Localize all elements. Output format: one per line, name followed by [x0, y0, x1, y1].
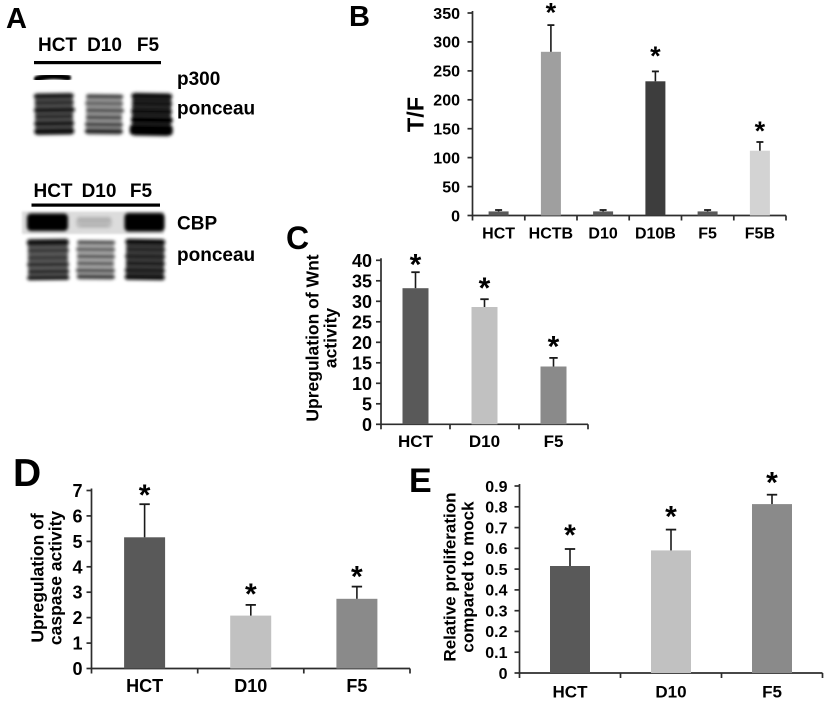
- svg-text:0.4: 0.4: [485, 583, 507, 600]
- svg-text:HCT: HCT: [126, 676, 163, 696]
- svg-text:B: B: [349, 1, 370, 33]
- svg-text:HCT: HCT: [38, 35, 77, 56]
- svg-text:F5: F5: [137, 35, 160, 56]
- svg-text:*: *: [479, 272, 491, 305]
- svg-text:F5: F5: [698, 226, 717, 243]
- svg-text:6: 6: [72, 506, 82, 526]
- svg-text:35: 35: [352, 271, 372, 291]
- svg-text:ponceau: ponceau: [177, 245, 255, 266]
- svg-text:*: *: [139, 479, 151, 512]
- svg-text:25: 25: [352, 312, 372, 332]
- svg-text:D10: D10: [82, 181, 117, 202]
- svg-text:20: 20: [352, 333, 372, 353]
- svg-text:*: *: [410, 249, 422, 282]
- svg-text:D10: D10: [234, 676, 267, 696]
- svg-text:0.2: 0.2: [485, 624, 507, 641]
- svg-text:F5: F5: [130, 181, 153, 202]
- svg-text:5: 5: [72, 532, 82, 552]
- svg-text:*: *: [351, 561, 363, 594]
- svg-text:300: 300: [433, 35, 460, 52]
- svg-text:30: 30: [352, 292, 372, 312]
- svg-text:F5: F5: [762, 683, 782, 701]
- svg-text:*: *: [548, 330, 560, 363]
- svg-text:D: D: [13, 452, 41, 495]
- svg-text:HCT: HCT: [553, 683, 589, 701]
- svg-text:HCT: HCT: [398, 432, 434, 451]
- svg-text:0.3: 0.3: [485, 603, 507, 620]
- svg-text:C: C: [286, 220, 309, 256]
- svg-text:D10: D10: [469, 432, 500, 451]
- svg-text:*: *: [766, 467, 778, 500]
- svg-text:F5: F5: [346, 676, 367, 696]
- svg-text:15: 15: [352, 353, 372, 373]
- svg-text:2: 2: [72, 608, 82, 628]
- svg-text:50: 50: [442, 179, 460, 196]
- svg-text:0.7: 0.7: [485, 520, 507, 537]
- svg-text:7: 7: [72, 481, 82, 501]
- svg-text:F5: F5: [544, 432, 564, 451]
- svg-text:0: 0: [362, 415, 372, 435]
- svg-text:ponceau: ponceau: [177, 99, 255, 120]
- svg-text:*: *: [564, 519, 576, 552]
- svg-text:Upregulation of Wnt: Upregulation of Wnt: [303, 254, 323, 421]
- svg-text:0: 0: [499, 666, 508, 683]
- svg-text:250: 250: [433, 64, 460, 81]
- svg-text:150: 150: [433, 122, 460, 139]
- svg-text:D10: D10: [655, 683, 686, 701]
- svg-text:Relative proliferation: Relative proliferation: [441, 492, 460, 661]
- svg-text:HCTB: HCTB: [529, 226, 573, 243]
- svg-text:*: *: [755, 116, 766, 146]
- svg-text:Upregulation of: Upregulation of: [28, 513, 48, 642]
- svg-text:compared to mock: compared to mock: [459, 501, 478, 653]
- svg-text:D10B: D10B: [635, 226, 676, 243]
- svg-text:*: *: [546, 0, 557, 28]
- svg-text:caspase activity: caspase activity: [46, 511, 66, 646]
- svg-text:0.9: 0.9: [485, 479, 507, 496]
- svg-text:T/F: T/F: [403, 97, 429, 132]
- svg-text:CBP: CBP: [177, 214, 217, 235]
- svg-text:0.1: 0.1: [485, 645, 507, 662]
- svg-text:0: 0: [451, 208, 460, 225]
- svg-text:*: *: [650, 41, 661, 71]
- svg-text:1: 1: [72, 634, 82, 654]
- svg-text:HCT: HCT: [482, 226, 515, 243]
- svg-text:0.8: 0.8: [485, 500, 507, 517]
- svg-text:A: A: [6, 3, 27, 35]
- svg-text:0: 0: [72, 659, 82, 679]
- svg-text:activity: activity: [321, 308, 341, 369]
- svg-text:p300: p300: [177, 69, 220, 90]
- svg-text:HCT: HCT: [33, 181, 72, 202]
- svg-text:D10: D10: [87, 35, 122, 56]
- svg-text:40: 40: [352, 251, 372, 271]
- svg-text:E: E: [409, 462, 432, 500]
- svg-text:F5B: F5B: [745, 226, 775, 243]
- svg-text:0.6: 0.6: [485, 541, 507, 558]
- svg-text:200: 200: [433, 93, 460, 110]
- svg-text:100: 100: [433, 150, 460, 167]
- svg-text:0.5: 0.5: [485, 562, 507, 579]
- svg-text:350: 350: [433, 6, 460, 23]
- svg-text:3: 3: [72, 583, 82, 603]
- svg-text:10: 10: [352, 374, 372, 394]
- svg-text:4: 4: [72, 557, 82, 577]
- svg-text:D10: D10: [588, 226, 617, 243]
- svg-text:5: 5: [362, 394, 372, 414]
- svg-text:*: *: [245, 578, 257, 611]
- svg-text:*: *: [665, 501, 677, 534]
